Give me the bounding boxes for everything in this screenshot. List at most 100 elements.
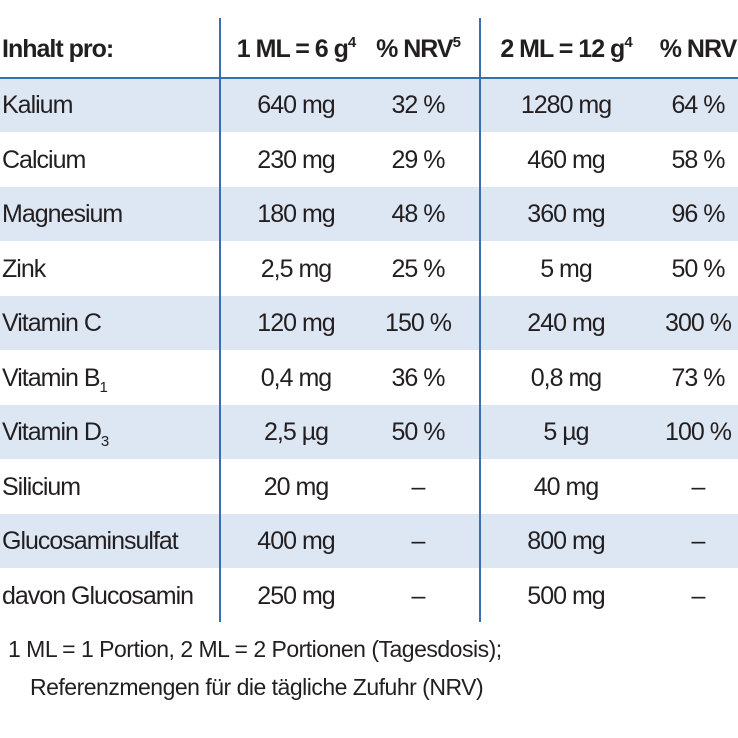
header-cell: % NRV xyxy=(659,22,738,76)
value-cell: 180 mg xyxy=(257,187,335,241)
value-text: 0,4 mg xyxy=(260,363,332,392)
value-text: 64 % xyxy=(671,91,726,119)
value-text: 360 mg xyxy=(527,200,605,228)
value-cell: 64 % xyxy=(671,78,726,132)
value-cell: 48 % xyxy=(391,187,446,241)
header-text: 1 ML = 6 g xyxy=(236,35,349,63)
row-label: Zink xyxy=(2,242,46,296)
value-cell: 100 % xyxy=(665,405,732,459)
value-text: – xyxy=(691,472,706,501)
table-row: Kalium 640 mg 32 % 1280 mg 64 % xyxy=(0,78,738,132)
value-text: 500 mg xyxy=(527,581,605,610)
table-row: Calcium 230 mg 29 % 460 mg 58 % xyxy=(0,133,738,187)
footnote-ref: 5 xyxy=(452,34,461,51)
column-rule xyxy=(479,18,481,622)
row-label: Vitamin C xyxy=(2,296,102,350)
row-label: Magnesium xyxy=(2,187,123,241)
value-cell: 58 % xyxy=(671,133,726,187)
value-text: 460 mg xyxy=(527,145,605,174)
table-row: Silicium 20 mg – 40 mg – xyxy=(0,460,738,514)
header-rule xyxy=(0,77,738,79)
value-text: 48 % xyxy=(391,200,446,228)
value-cell: 36 % xyxy=(392,351,446,405)
value-text: 50 % xyxy=(391,418,446,446)
value-text: 240 mg xyxy=(527,309,605,337)
row-label-text: Vitamin C xyxy=(2,309,102,337)
table-row: Vitamin C 120 mg 150 % 240 mg 300 % xyxy=(0,296,738,350)
row-label-text: Zink xyxy=(2,254,46,283)
header-text: % NRV xyxy=(659,35,738,63)
value-cell: 96 % xyxy=(671,187,726,241)
value-cell: 800 mg xyxy=(527,514,605,568)
value-cell: 460 mg xyxy=(527,133,605,187)
row-label-text: Calcium xyxy=(2,145,86,174)
value-cell: 25 % xyxy=(392,242,446,296)
value-text: 100 % xyxy=(665,418,732,446)
value-cell: 0,8 mg xyxy=(531,351,602,405)
value-text: 96 % xyxy=(671,200,726,228)
value-cell: – xyxy=(691,569,706,623)
value-cell: 400 mg xyxy=(257,514,335,568)
value-text: – xyxy=(691,581,706,610)
value-cell: 20 mg xyxy=(263,460,329,514)
value-text: 29 % xyxy=(391,145,446,174)
value-cell: 50 % xyxy=(391,405,446,459)
value-cell: 1280 mg xyxy=(520,78,612,132)
table-row: Zink 2,5 mg 25 % 5 mg 50 % xyxy=(0,242,738,296)
value-text: 400 mg xyxy=(257,527,335,555)
value-text: 20 mg xyxy=(263,472,329,501)
row-label-text: Vitamin B xyxy=(2,363,101,392)
value-cell: 40 mg xyxy=(534,460,599,514)
value-text: 1280 mg xyxy=(520,91,612,119)
value-cell: – xyxy=(412,460,426,514)
value-text: 230 mg xyxy=(257,145,335,174)
header-cell: % NRV5 xyxy=(376,22,461,76)
row-label: Silicium xyxy=(2,460,81,514)
value-cell: 5 µg xyxy=(543,405,589,459)
value-cell: 360 mg xyxy=(527,187,605,241)
value-cell: 73 % xyxy=(672,351,726,405)
header-cell: 2 ML = 12 g4 xyxy=(500,22,632,76)
value-cell: 230 mg xyxy=(257,133,335,187)
subscript: 3 xyxy=(100,433,109,450)
value-text: – xyxy=(411,581,426,610)
value-cell: – xyxy=(691,460,706,514)
header-text: % NRV xyxy=(376,35,454,63)
value-text: 32 % xyxy=(391,91,446,119)
value-text: 58 % xyxy=(671,145,726,174)
value-cell: 29 % xyxy=(391,133,446,187)
value-text: 2,5 mg xyxy=(260,254,332,283)
value-text: 300 % xyxy=(665,309,732,337)
value-cell: 500 mg xyxy=(527,569,605,623)
header-label-text: Inhalt pro: xyxy=(2,35,114,63)
value-text: 120 mg xyxy=(257,309,335,337)
row-label: Vitamin D3 xyxy=(2,405,109,459)
value-text: – xyxy=(691,527,706,555)
value-cell: 50 % xyxy=(672,242,726,296)
row-label-text: Magnesium xyxy=(2,200,123,228)
value-cell: – xyxy=(411,569,426,623)
table-row: Vitamin D3 2,5 µg 50 % 5 µg 100 % xyxy=(0,405,738,459)
row-label: Vitamin B1 xyxy=(2,351,108,405)
row-label-text: Vitamin D xyxy=(2,418,102,446)
value-cell: 150 % xyxy=(385,296,452,350)
table-row: Magnesium 180 mg 48 % 360 mg 96 % xyxy=(0,187,738,241)
row-label-text: Kalium xyxy=(2,91,73,119)
value-cell: – xyxy=(691,514,706,568)
header-label: Inhalt pro: xyxy=(2,22,114,76)
row-label-text: Silicium xyxy=(2,472,81,501)
value-text: 180 mg xyxy=(257,200,335,228)
value-cell: 250 mg xyxy=(257,569,335,623)
row-label-text: davon Glucosamin xyxy=(2,581,194,610)
header-text: 2 ML = 12 g xyxy=(500,35,625,63)
footnote: 1 ML = 1 Portion, 2 ML = 2 Portionen (Ta… xyxy=(8,636,502,662)
value-text: – xyxy=(411,527,426,555)
footnote: Referenzmengen für die tägliche Zufuhr (… xyxy=(30,674,484,700)
value-cell: 2,5 µg xyxy=(264,405,329,459)
value-text: 5 µg xyxy=(543,418,589,446)
row-label: Kalium xyxy=(2,78,73,132)
row-label-text: Glucosaminsulfat xyxy=(2,527,179,555)
value-text: 150 % xyxy=(385,309,452,337)
value-text: 250 mg xyxy=(257,581,335,610)
